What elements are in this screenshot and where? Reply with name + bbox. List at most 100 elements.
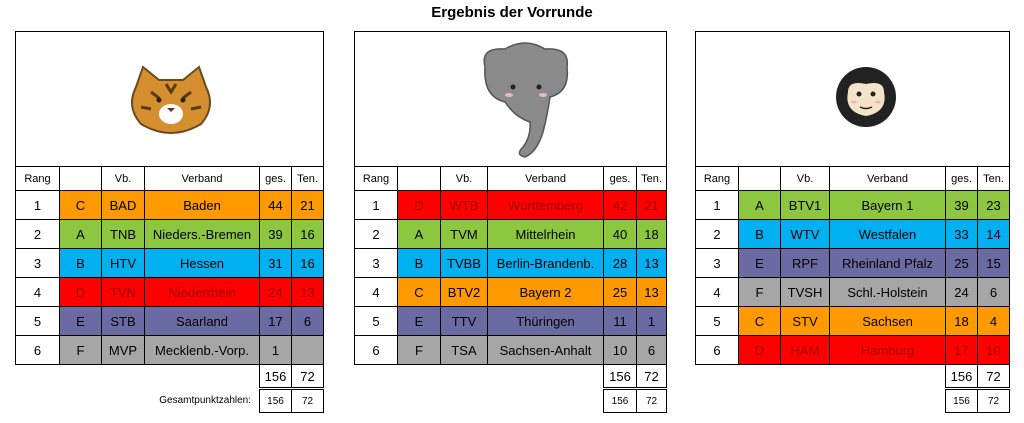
header-cell: [738, 166, 781, 191]
ten-cell: 18: [636, 219, 667, 249]
group-cell: F: [397, 335, 441, 365]
vb-cell: STV: [780, 306, 830, 336]
ges-cell: 33: [945, 219, 978, 249]
vb-cell: BAD: [101, 190, 145, 220]
ges-cell: 24: [259, 277, 292, 307]
header-cell: Vb.: [101, 166, 145, 191]
ges-cell: 40: [603, 219, 637, 249]
header-cell: ges.: [259, 166, 292, 191]
group-cell: D: [397, 190, 441, 220]
rank-cell: 4: [695, 277, 739, 307]
vb-cell: TNB: [101, 219, 145, 249]
group-cell: C: [397, 277, 441, 307]
group-cell: D: [738, 335, 781, 365]
ten-cell: 16: [291, 219, 324, 249]
ten-cell: 14: [977, 219, 1010, 249]
rank-cell: 1: [354, 190, 398, 220]
group-cell: A: [59, 219, 102, 249]
group-cell: B: [397, 248, 441, 278]
header-cell: [397, 166, 441, 191]
image-box: [695, 31, 1010, 167]
group-cell: A: [397, 219, 441, 249]
ten-cell: 4: [977, 306, 1010, 336]
ten-cell: 16: [291, 248, 324, 278]
ges-cell: 24: [945, 277, 978, 307]
rank-cell: 1: [15, 190, 60, 220]
total-cell: 156: [259, 364, 292, 388]
verband-cell: Mittelrhein: [487, 219, 604, 249]
ten-cell: 1: [636, 306, 667, 336]
header-cell: Vb.: [780, 166, 830, 191]
group-cell: D: [59, 277, 102, 307]
verband-cell: Württemberg: [487, 190, 604, 220]
elephant-icon: [483, 42, 569, 158]
vb-cell: BTV2: [440, 277, 488, 307]
ges-cell: 10: [603, 335, 637, 365]
vb-cell: TTV: [440, 306, 488, 336]
rank-cell: 2: [354, 219, 398, 249]
ges-cell: 39: [259, 219, 292, 249]
image-box: [15, 31, 324, 167]
group-cell: A: [738, 190, 781, 220]
image-box: [354, 31, 667, 167]
vb-cell: MVP: [101, 335, 145, 365]
total-small-cell: 72: [636, 389, 667, 413]
group-cell: C: [738, 306, 781, 336]
ges-cell: 31: [259, 248, 292, 278]
rank-cell: 2: [15, 219, 60, 249]
group-cell: E: [738, 248, 781, 278]
ten-cell: 21: [636, 190, 667, 220]
total-cell: 156: [603, 364, 637, 388]
ten-cell: 13: [636, 277, 667, 307]
total-small-cell: 156: [259, 389, 292, 413]
header-cell: Rang: [15, 166, 60, 191]
ges-cell: 25: [945, 248, 978, 278]
ges-cell: 11: [603, 306, 637, 336]
group-cell: E: [397, 306, 441, 336]
verband-cell: Westfalen: [829, 219, 946, 249]
ten-cell: 10: [977, 335, 1010, 365]
verband-cell: Bayern 2: [487, 277, 604, 307]
ges-cell: 44: [259, 190, 292, 220]
group-cell: E: [59, 306, 102, 336]
verband-cell: Saarland: [144, 306, 260, 336]
vb-cell: HAM: [780, 335, 830, 365]
header-cell: Verband: [829, 166, 946, 191]
vb-cell: WTB: [440, 190, 488, 220]
ges-cell: 28: [603, 248, 637, 278]
vb-cell: HTV: [101, 248, 145, 278]
ten-cell: 21: [291, 190, 324, 220]
vb-cell: WTV: [780, 219, 830, 249]
group-cell: F: [59, 335, 102, 365]
verband-cell: Mecklenb.-Vorp.: [144, 335, 260, 365]
header-cell: Ten.: [291, 166, 324, 191]
total-small-cell: 156: [603, 389, 637, 413]
verband-cell: Thüringen: [487, 306, 604, 336]
header-cell: Verband: [144, 166, 260, 191]
verband-cell: Sachsen-Anhalt: [487, 335, 604, 365]
ges-cell: 1: [259, 335, 292, 365]
vb-cell: BTV1: [780, 190, 830, 220]
total-small-cell: 72: [977, 389, 1010, 413]
rank-cell: 2: [695, 219, 739, 249]
rank-cell: 3: [695, 248, 739, 278]
vb-cell: TSA: [440, 335, 488, 365]
verband-cell: Sachsen: [829, 306, 946, 336]
total-cell: 72: [636, 364, 667, 388]
ten-cell: [291, 335, 324, 365]
rank-cell: 1: [695, 190, 739, 220]
ten-cell: 13: [291, 277, 324, 307]
rank-cell: 5: [695, 306, 739, 336]
ges-cell: 39: [945, 190, 978, 220]
rank-cell: 6: [695, 335, 739, 365]
ges-cell: 42: [603, 190, 637, 220]
verband-cell: Schl.-Holstein: [829, 277, 946, 307]
ten-cell: 6: [977, 277, 1010, 307]
group-cell: F: [738, 277, 781, 307]
header-cell: Ten.: [636, 166, 667, 191]
total-cell: 72: [977, 364, 1010, 388]
ten-cell: 23: [977, 190, 1010, 220]
verband-cell: Baden: [144, 190, 260, 220]
total-small-cell: 72: [291, 389, 324, 413]
